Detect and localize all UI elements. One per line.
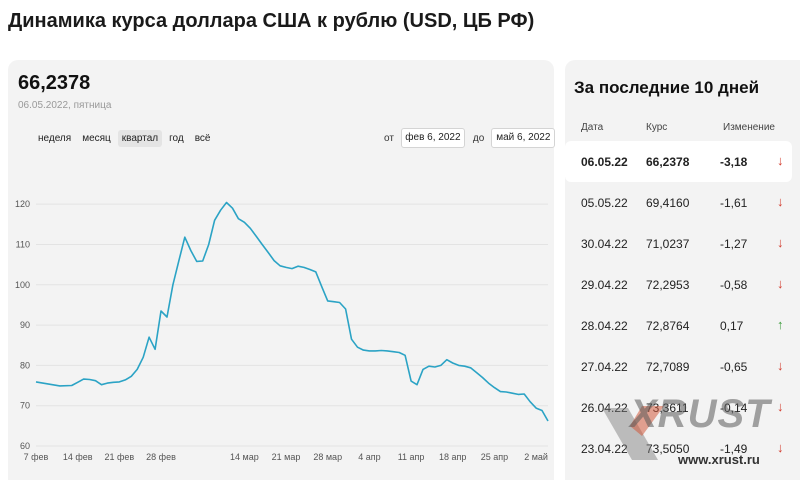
y-tick-label: 120 <box>15 199 30 209</box>
row-rate: 69,4160 <box>646 196 690 210</box>
x-tick-label: 28 фев <box>146 452 176 462</box>
row-change: -1,27 <box>720 237 748 251</box>
table-row[interactable]: 28.04.22 72,8764 0,17 ↑ <box>565 305 792 346</box>
row-date: 05.05.22 <box>581 196 628 210</box>
arrow-up-icon: ↑ <box>777 317 784 332</box>
range-to-input[interactable]: май 6, 2022 <box>491 128 556 148</box>
y-tick-label: 60 <box>20 441 30 451</box>
x-tick-label: 2 май <box>524 452 548 462</box>
x-tick-label: 4 апр <box>358 452 380 462</box>
row-change: -0,14 <box>720 401 748 415</box>
row-change: 0,17 <box>720 319 744 333</box>
table-row[interactable]: 27.04.22 72,7089 -0,65 ↓ <box>565 346 792 387</box>
row-rate: 72,7089 <box>646 360 690 374</box>
period-tabs: неделя месяц квартал год всё <box>34 130 215 147</box>
arrow-down-icon: ↓ <box>777 153 784 168</box>
arrow-down-icon: ↓ <box>777 235 784 250</box>
row-rate: 66,2378 <box>646 155 690 169</box>
row-change: -3,18 <box>720 155 748 169</box>
watermark-url: www.xrust.ru <box>678 452 760 467</box>
header-date: Дата <box>581 122 604 133</box>
y-tick-label: 100 <box>15 280 30 290</box>
row-date: 30.04.22 <box>581 237 628 251</box>
table-title: За последние 10 дней <box>574 78 760 97</box>
x-tick-label: 11 апр <box>398 452 425 462</box>
table-row[interactable]: 23.04.22 73,5050 -1,49 ↓ <box>565 428 792 469</box>
tab-year[interactable]: год <box>169 133 184 144</box>
y-tick-label: 70 <box>20 401 30 411</box>
x-tick-label: 18 апр <box>439 452 466 462</box>
tab-quarter[interactable]: квартал <box>117 130 163 147</box>
row-rate: 71,0237 <box>646 237 690 251</box>
tab-all[interactable]: всё <box>194 133 211 144</box>
range-from-label: от <box>384 132 394 144</box>
table-row[interactable]: 30.04.22 71,0237 -1,27 ↓ <box>565 223 792 264</box>
current-rate: 66,2378 <box>18 72 91 94</box>
row-change: -0,65 <box>720 360 748 374</box>
series-line <box>35 201 549 422</box>
arrow-down-icon: ↓ <box>777 440 784 455</box>
last-10-days-panel: За последние 10 дней Дата Курс Изменение… <box>565 60 800 480</box>
table-row[interactable]: 06.05.22 66,2378 -3,18 ↓ <box>565 141 792 182</box>
row-rate: 72,8764 <box>646 319 690 333</box>
row-date: 27.04.22 <box>581 360 628 374</box>
row-rate: 73,5050 <box>646 442 690 456</box>
header-change: Изменение <box>723 122 775 133</box>
range-from-input[interactable]: фев 6, 2022 <box>400 128 465 148</box>
x-tick-label: 21 фев <box>104 452 134 462</box>
current-rate-date: 06.05.2022, пятница <box>18 100 112 111</box>
y-tick-label: 90 <box>20 320 30 330</box>
row-change: -1,49 <box>720 442 748 456</box>
x-tick-label: 14 фев <box>63 452 93 462</box>
arrow-down-icon: ↓ <box>777 358 784 373</box>
x-tick-label: 7 фев <box>24 452 49 462</box>
y-tick-label: 110 <box>16 239 30 249</box>
x-tick-label: 21 мар <box>272 452 301 462</box>
row-rate: 72,2953 <box>646 278 690 292</box>
row-date: 23.04.22 <box>581 442 628 456</box>
row-change: -1,61 <box>720 196 748 210</box>
x-tick-label: 14 мар <box>230 452 259 462</box>
chart-card: 66,2378 06.05.2022, пятница неделя месяц… <box>8 60 556 480</box>
date-range: от фев 6, 2022 до май 6, 2022 <box>384 128 556 148</box>
row-date: 06.05.22 <box>581 155 628 169</box>
arrow-down-icon: ↓ <box>777 276 784 291</box>
x-tick-label: 25 апр <box>481 452 508 462</box>
table-row[interactable]: 05.05.22 69,4160 -1,61 ↓ <box>565 182 792 223</box>
row-change: -0,58 <box>720 278 748 292</box>
row-date: 29.04.22 <box>581 278 628 292</box>
table-row[interactable]: 29.04.22 72,2953 -0,58 ↓ <box>565 264 792 305</box>
table-header: Дата Курс Изменение <box>565 122 800 136</box>
row-date: 28.04.22 <box>581 319 628 333</box>
watermark-logo-text: XRUST <box>630 392 771 436</box>
tab-week[interactable]: неделя <box>38 133 72 144</box>
xrust-logo-icon <box>602 406 664 460</box>
y-tick-label: 80 <box>20 360 30 370</box>
range-to-label: до <box>472 132 485 144</box>
page-title: Динамика курса доллара США к рублю (USD,… <box>8 10 535 32</box>
row-date: 26.04.22 <box>581 401 628 415</box>
watermark: XRUST www.xrust.ru <box>590 392 800 480</box>
arrow-down-icon: ↓ <box>777 399 784 414</box>
line-chart: 60 70 80 90 100 110 120 7 фев 14 фев 21 фев 28 фев… <box>15 199 549 462</box>
header-rate: Курс <box>646 122 668 133</box>
tab-month[interactable]: месяц <box>82 133 111 144</box>
arrow-down-icon: ↓ <box>777 194 784 209</box>
x-tick-label: 28 мар <box>313 452 342 462</box>
